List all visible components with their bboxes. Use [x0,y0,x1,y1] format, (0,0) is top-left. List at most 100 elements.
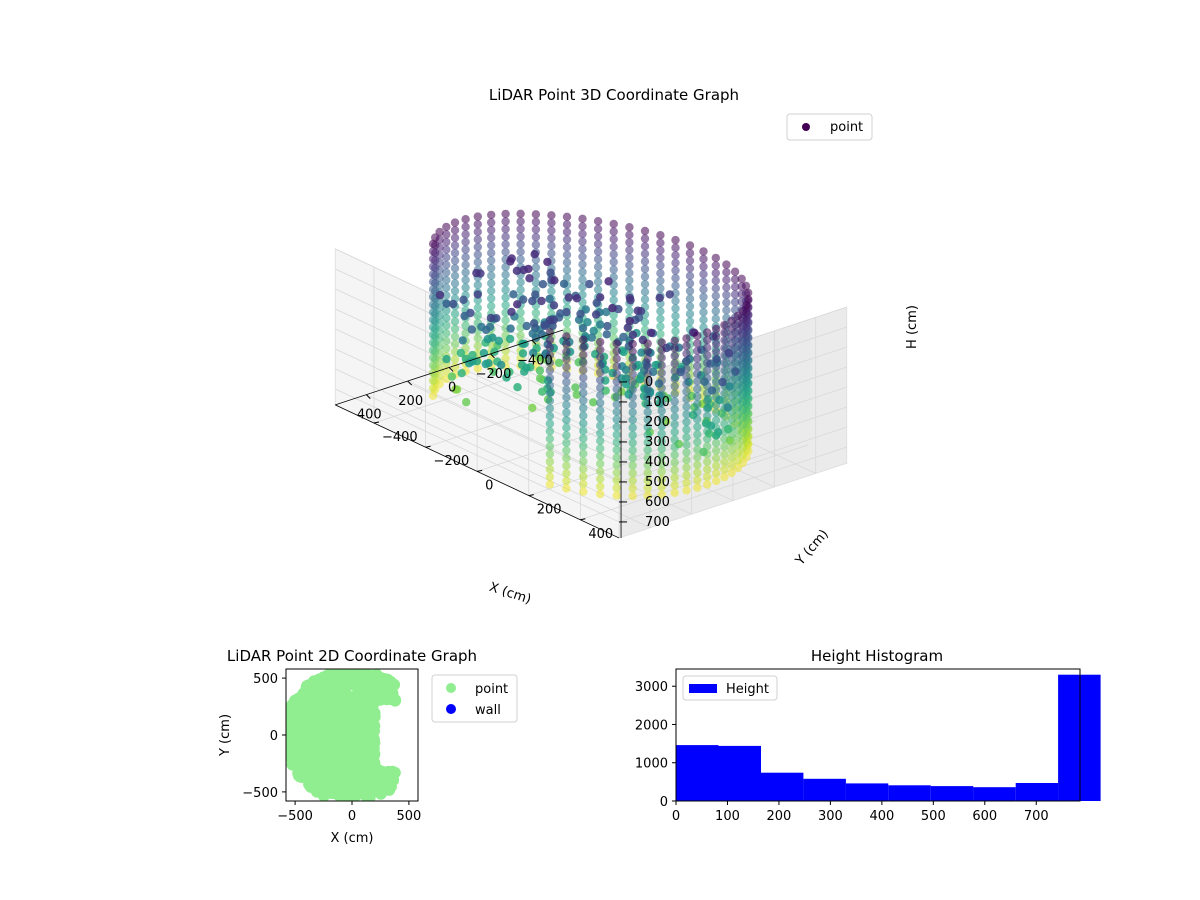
x-tick-label-hist: 400 [869,809,894,824]
scatter3d-point [656,261,665,270]
scatter3d-point [640,295,650,304]
scatter3d-point [628,355,637,364]
scatter3d-point [529,319,539,328]
scatter3d-point [711,314,720,323]
scatter3d-point [562,339,571,349]
scatter3d-point [685,241,695,250]
scatter3d-point [596,383,605,392]
chart-2d-xlabel: X (cm) [331,831,374,846]
scatter3d-point [671,296,680,306]
scatter3d-point [682,440,691,449]
scatter2d-point [372,778,385,791]
scatter3d-point [596,320,605,329]
scatter3d-point [487,218,496,227]
scatter3d-point [579,358,588,367]
scatter3d-point [462,398,471,407]
scatter3d-point [442,260,451,270]
scatter3d-point [571,383,580,392]
scatter3d-point [447,372,457,381]
scatter3d-point [609,250,618,259]
scatter3d-point [497,360,506,370]
scatter2d-point [298,743,311,756]
scatter3d-point [657,353,666,362]
histogram-title: Height Histogram [811,647,943,665]
scatter3d-point [682,334,691,343]
scatter3d-point [643,377,652,386]
scatter3d-point [545,404,555,413]
scatter3d-point [596,451,605,461]
scatter3d-point [685,302,695,311]
scatter3d-point [699,300,708,309]
scatter3d-point [547,218,556,228]
scatter3d-point [670,336,679,345]
scatter3d-point [562,484,571,493]
scatter3d-point [579,464,588,474]
scatter3d-point [640,280,650,289]
scatter3d-point [720,366,729,375]
scatter3d-point [562,385,571,394]
scatter3d-point [643,468,652,477]
scatter3d-point [693,437,702,447]
scatter3d-point [670,351,679,361]
scatter3d-point [699,292,708,302]
scatter3d-point [693,407,702,416]
scatter3d-point [711,284,720,293]
scatter3d-point [685,294,695,303]
scatter3d-point [720,472,729,482]
scatter3d-point [442,321,451,330]
histogram-bar [803,778,846,801]
scatter3d-point [442,291,451,300]
scatter2d-point [388,766,401,779]
scatter3d-point [442,245,451,254]
scatter3d-point [442,299,451,308]
scatter2d-point [315,702,328,715]
scatter3d-point [718,377,727,387]
x-tick-label-2d: 500 [396,809,421,824]
scatter3d-point [685,317,695,326]
scatter3d-point [547,211,556,220]
scatter3d-point [670,382,679,391]
scatter3d-point [671,319,680,328]
scatter3d-point [442,268,451,277]
y-tick [477,469,483,472]
scatter3d-point [712,446,721,455]
scatter3d-point [529,348,538,358]
scatter3d-point [628,415,637,425]
scatter3d-point [604,277,613,286]
scatter3d-point [473,290,482,299]
scatter3d-point [699,254,708,264]
scatter3d-point [625,253,634,262]
scatter3d-point [693,415,702,424]
scatter3d-point [711,306,720,316]
scatter3d-point [579,457,588,466]
scatter3d-point [657,444,666,454]
scatter3d-point [487,256,496,265]
scatter3d-point [633,306,642,315]
scatter3d-point [545,381,555,390]
scatter3d-point [727,324,736,333]
scatter3d-point [628,461,637,470]
scatter3d-point [522,321,531,331]
scatter3d-point [612,369,621,379]
scatter3d-point [578,237,587,246]
scatter3d-point [656,246,665,255]
scatter3d-point [712,408,721,417]
scatter3d-point [625,245,634,255]
scatter3d-point [531,278,541,287]
scatter3d-point [442,230,451,239]
scatter3d-point [643,476,652,485]
scatter2d-point [330,728,343,741]
scatter3d-point [501,270,510,279]
scatter3d-point [670,397,679,406]
scatter3d-point [720,412,729,421]
scatter3d-point [473,334,482,343]
scatter2d-point [341,669,354,678]
scatter3d-point [428,353,438,362]
scatter3d-point [457,369,466,378]
scatter2d-point [360,759,372,772]
scatter3d-point [628,385,637,394]
scatter3d-point [625,306,634,315]
scatter3d-point [657,429,666,438]
scatter3d-point [636,375,645,384]
scatter3d-point [550,276,559,285]
